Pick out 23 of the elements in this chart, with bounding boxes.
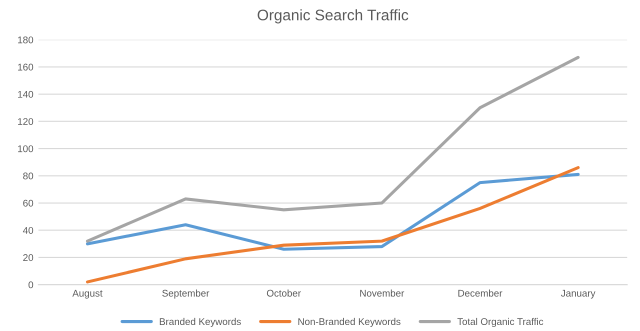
x-tick-label: December (458, 290, 502, 297)
y-tick-label: 180 (18, 36, 34, 44)
line-series (86, 172, 580, 251)
chart-title: Organic Search Traffic (258, 9, 408, 24)
legend-label: Non-Branded Keywords (298, 318, 400, 327)
x-tick-label: August (72, 290, 103, 299)
x-tick-label: September (162, 290, 210, 299)
y-tick-label: 60 (23, 200, 34, 207)
x-tick-label: October (266, 290, 301, 297)
x-tick-label: November (360, 290, 404, 297)
y-tick-label: 140 (18, 90, 34, 98)
y-tick-label: 40 (22, 226, 34, 234)
y-tick-label: 80 (23, 172, 34, 180)
legend-label: Total Organic Traffic (457, 318, 544, 327)
y-tick-label: 160 (18, 64, 34, 71)
y-tick-label: 120 (18, 118, 34, 125)
line-series (86, 166, 580, 284)
y-tick-label: 20 (23, 254, 34, 262)
legend-label: Branded Keywords (160, 318, 241, 327)
y-tick-label: 0 (28, 281, 34, 288)
x-tick-label: January (560, 290, 596, 299)
line-series (86, 56, 580, 243)
y-tick-label: 100 (18, 145, 34, 152)
